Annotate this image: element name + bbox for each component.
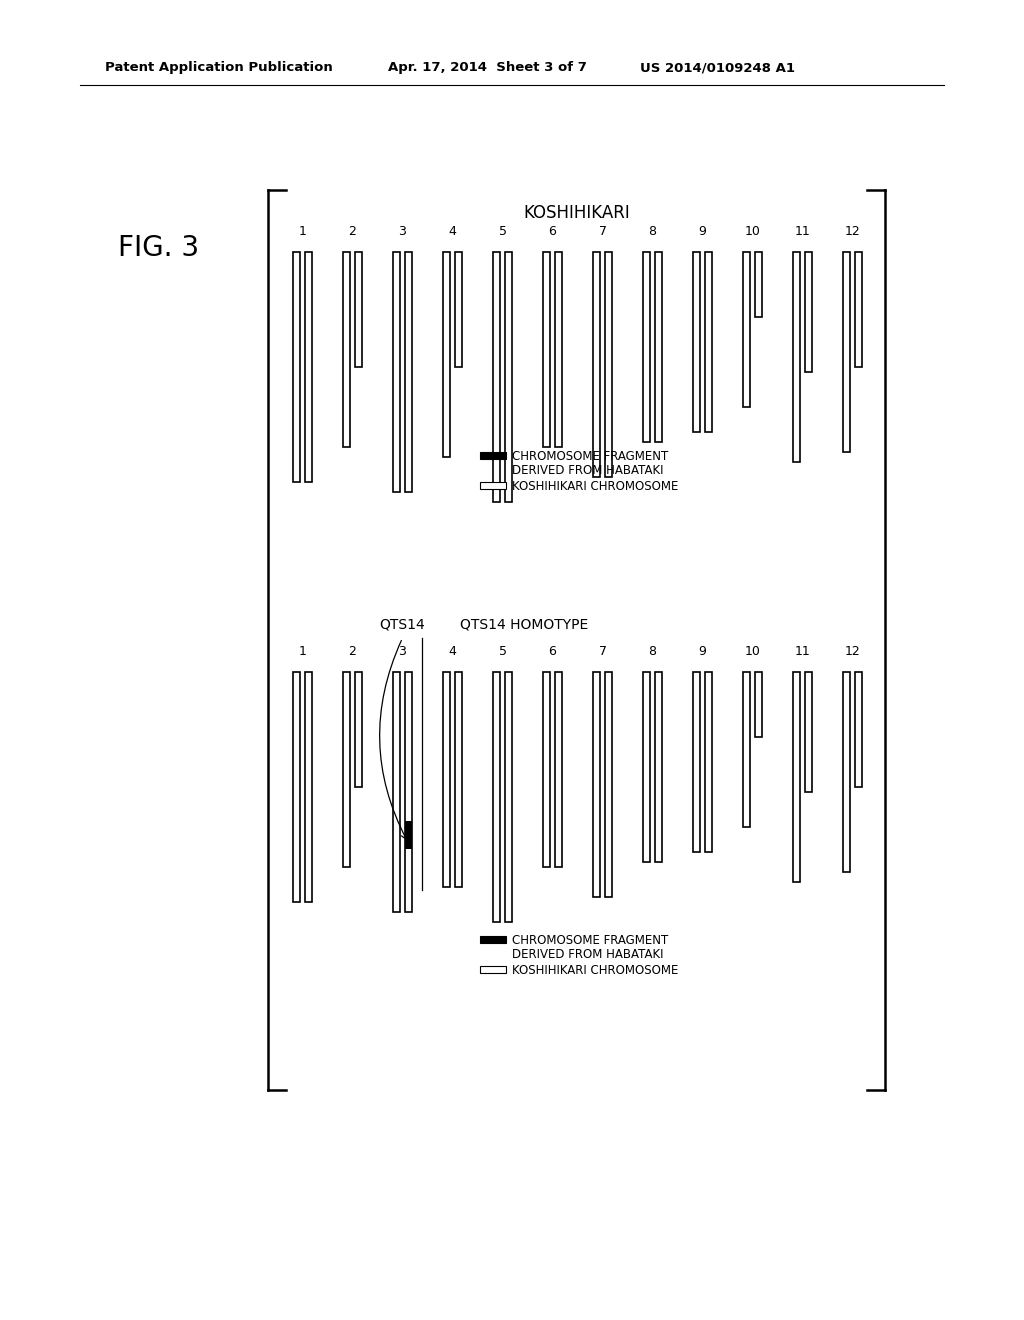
Text: 1: 1 — [299, 645, 306, 657]
Text: KOSHIHIKARI CHROMOSOME: KOSHIHIKARI CHROMOSOME — [512, 964, 678, 977]
Bar — [855, 252, 862, 367]
Bar — [693, 672, 700, 851]
Text: 9: 9 — [698, 224, 707, 238]
Bar — [343, 672, 350, 867]
Text: CHROMOSOME FRAGMENT: CHROMOSOME FRAGMENT — [512, 450, 669, 462]
Text: 3: 3 — [398, 645, 407, 657]
Bar — [855, 672, 862, 787]
Text: FIG. 3: FIG. 3 — [118, 234, 199, 261]
Bar — [293, 252, 300, 482]
Bar — [406, 821, 412, 849]
Text: DERIVED FROM HABATAKI: DERIVED FROM HABATAKI — [512, 463, 664, 477]
Text: US 2014/0109248 A1: US 2014/0109248 A1 — [640, 62, 795, 74]
Bar — [393, 672, 400, 912]
Bar — [455, 672, 462, 887]
Text: CHROMOSOME FRAGMENT: CHROMOSOME FRAGMENT — [512, 933, 669, 946]
Bar — [293, 672, 300, 902]
Bar — [443, 252, 450, 457]
Text: 4: 4 — [449, 645, 457, 657]
Text: KOSHIHIKARI: KOSHIHIKARI — [523, 205, 630, 222]
Text: 6: 6 — [549, 645, 556, 657]
Bar — [593, 252, 600, 477]
Text: QTS14 HOMOTYPE: QTS14 HOMOTYPE — [461, 618, 589, 632]
Text: 4: 4 — [449, 224, 457, 238]
Text: 12: 12 — [845, 224, 860, 238]
Bar — [605, 672, 612, 898]
Bar — [443, 672, 450, 887]
Bar — [755, 672, 762, 737]
Bar — [543, 672, 550, 867]
Text: 7: 7 — [598, 224, 606, 238]
Text: DERIVED FROM HABATAKI: DERIVED FROM HABATAKI — [512, 948, 664, 961]
Bar — [693, 252, 700, 432]
Bar — [355, 252, 362, 367]
Bar — [543, 252, 550, 447]
Bar — [793, 672, 800, 882]
Text: 8: 8 — [648, 645, 656, 657]
Text: KOSHIHIKARI CHROMOSOME: KOSHIHIKARI CHROMOSOME — [512, 479, 678, 492]
Text: 7: 7 — [598, 645, 606, 657]
Bar — [305, 672, 312, 902]
Bar — [555, 672, 562, 867]
Text: 5: 5 — [499, 645, 507, 657]
Text: 6: 6 — [549, 224, 556, 238]
Text: 2: 2 — [348, 224, 356, 238]
Bar — [406, 252, 412, 492]
Text: 2: 2 — [348, 645, 356, 657]
Bar — [643, 672, 650, 862]
Bar — [843, 672, 850, 873]
Bar — [480, 936, 506, 942]
Bar — [655, 252, 662, 442]
Bar — [555, 252, 562, 447]
Bar — [593, 672, 600, 898]
Bar — [343, 252, 350, 447]
Text: Patent Application Publication: Patent Application Publication — [105, 62, 333, 74]
Text: 3: 3 — [398, 224, 407, 238]
Text: 9: 9 — [698, 645, 707, 657]
Text: 11: 11 — [795, 224, 810, 238]
Bar — [505, 672, 512, 921]
Text: 10: 10 — [744, 645, 761, 657]
Bar — [655, 672, 662, 862]
Text: Apr. 17, 2014  Sheet 3 of 7: Apr. 17, 2014 Sheet 3 of 7 — [388, 62, 587, 74]
Bar — [843, 252, 850, 451]
Text: 8: 8 — [648, 224, 656, 238]
Bar — [305, 252, 312, 482]
Bar — [793, 252, 800, 462]
Bar — [505, 252, 512, 502]
Bar — [493, 252, 500, 502]
Bar — [605, 252, 612, 477]
Bar — [805, 672, 812, 792]
Bar — [805, 252, 812, 372]
Bar — [480, 451, 506, 459]
Bar — [480, 966, 506, 973]
Bar — [406, 672, 412, 912]
Text: 5: 5 — [499, 224, 507, 238]
Bar — [643, 252, 650, 442]
Bar — [755, 252, 762, 317]
Bar — [455, 252, 462, 367]
Bar — [393, 252, 400, 492]
Bar — [743, 252, 750, 407]
Text: 10: 10 — [744, 224, 761, 238]
Text: 1: 1 — [299, 224, 306, 238]
Bar — [705, 252, 712, 432]
Text: 11: 11 — [795, 645, 810, 657]
Text: 12: 12 — [845, 645, 860, 657]
Bar — [705, 672, 712, 851]
Bar — [743, 672, 750, 828]
Bar — [480, 482, 506, 488]
Bar — [355, 672, 362, 787]
Bar — [493, 672, 500, 921]
Text: QTS14: QTS14 — [380, 618, 425, 632]
